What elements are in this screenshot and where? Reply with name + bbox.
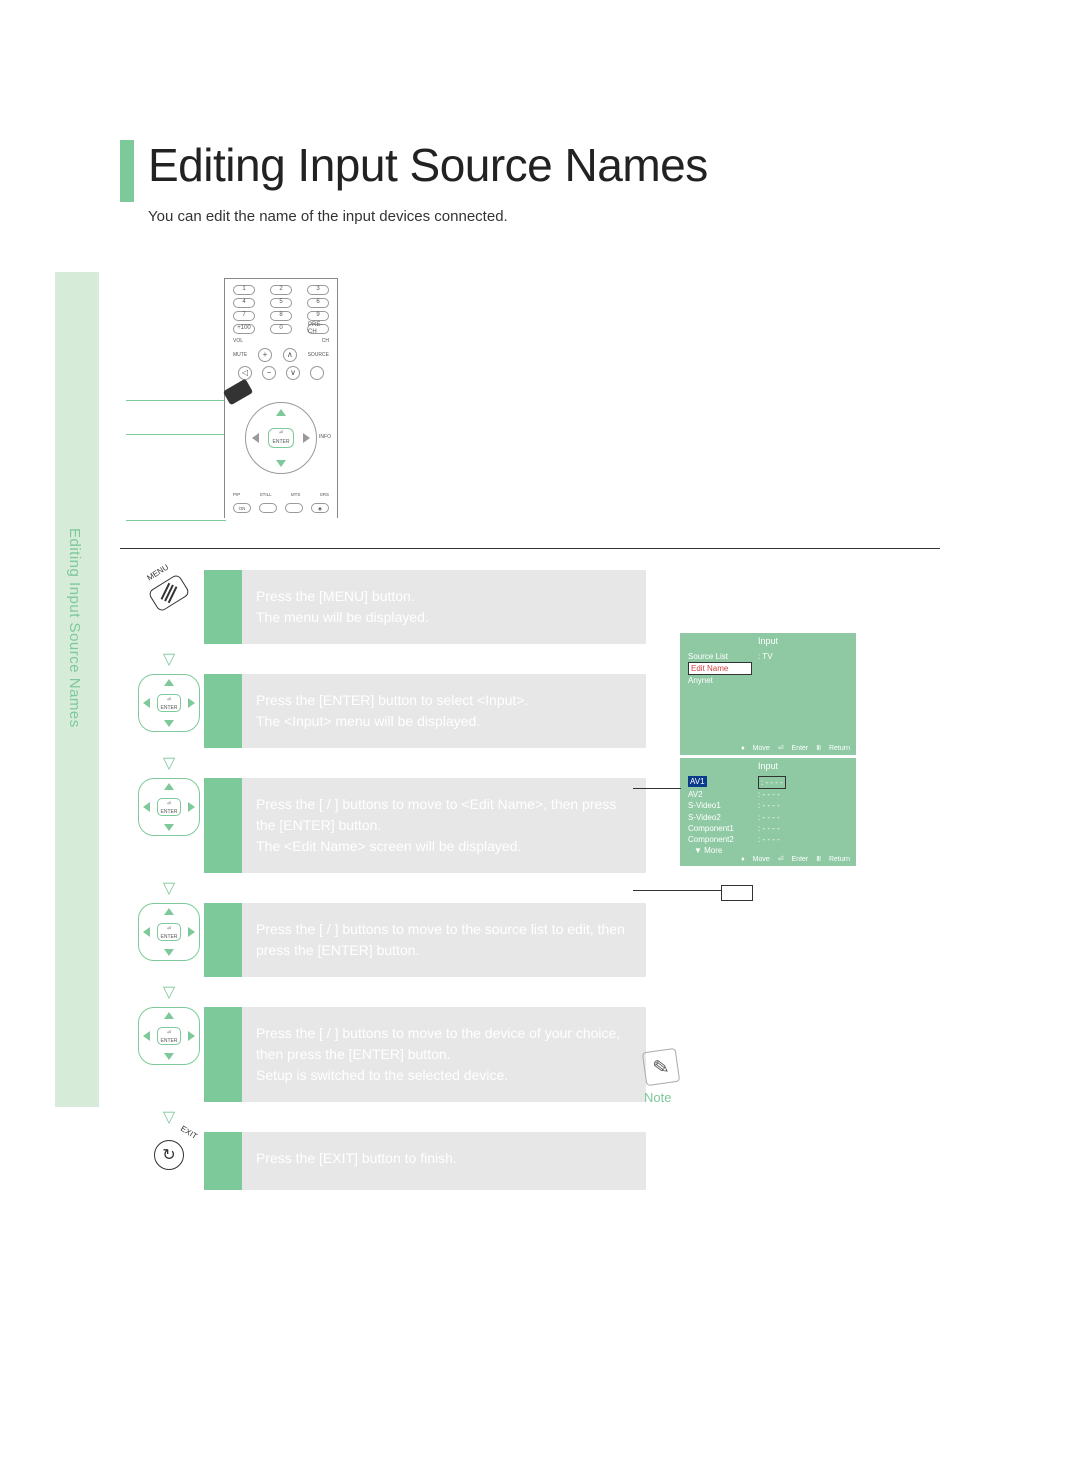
tiny-btn-2 [259,503,277,513]
step-6-line1: Press the [EXIT] button to finish. [256,1148,632,1169]
osd-input-menu: Input Source List: TV Edit Name Anynet ♦… [680,633,856,755]
exit-icon: EXIT ↻ [146,1132,192,1178]
step-1-line2: The menu will be displayed. [256,607,632,628]
step-1-line1: Press the [MENU] button. [256,586,632,607]
dpad-up-icon [276,409,286,416]
ch-label: CH [322,338,329,344]
ch-down-icon: ∨ [286,366,300,380]
step-5-line2: Setup is switched to the selected device… [256,1065,632,1086]
section-divider [120,548,940,549]
osd-edit-name-highlight: Edit Name [688,662,752,675]
osd-1-footer: ♦ Move ⏎ Enter Ⅲ Return [735,744,850,752]
still-label: STILL [260,492,272,497]
num-7: 7 [233,311,255,321]
on-btn: ON [233,503,251,513]
remote-lead-lines [126,400,224,520]
dpad-down-icon [276,460,286,467]
mts-label: MTS [291,492,301,497]
vol-label: VOL [233,338,243,344]
osd-2-title: Input [680,758,856,774]
chevron-down-icon: ▽ [134,756,204,772]
num-2: 2 [270,285,292,295]
num-9: 9 [307,311,329,321]
step-5-line1: Press the [ / ] buttons to move to the d… [256,1023,632,1065]
vol-up-icon: + [258,348,272,362]
tiny-btn-3 [285,503,303,513]
page-title: Editing Input Source Names [148,138,708,192]
menu-icon: MENU [146,570,192,616]
num-plus100: +100 [233,324,255,334]
step-4-line1: Press the [ / ] buttons to move to the s… [256,919,632,961]
enter-button-icon: ⏎ENTER [268,428,294,448]
num-prech: PRE-CH [307,324,329,334]
note-icon: ✎ [642,1048,680,1086]
osd-1-title: Input [680,633,856,649]
num-5: 5 [270,298,292,308]
step-2-line1: Press the [ENTER] button to select <Inpu… [256,690,632,711]
chevron-down-icon: ▽ [134,1110,204,1126]
connector-line-2 [633,890,753,891]
num-6: 6 [307,298,329,308]
step-4: ⏎ENTER Press the [ / ] buttons to move t… [134,903,944,977]
osd-edit-name-list: Input AV1: - - - - AV2: - - - - S-Video1… [680,758,856,866]
source-label: SOURCE [308,352,329,358]
title-accent-bar [120,140,134,202]
chevron-down-icon: ▽ [134,881,204,897]
note-label: Note [644,1090,854,1105]
dpad-icon: ⏎ENTER [138,903,200,961]
source-icon [310,366,324,380]
num-8: 8 [270,311,292,321]
dpad-icon: ⏎ENTER [138,1007,200,1065]
pip-label: PIP [233,492,240,497]
page-root: Editing Input Source Names You can edit … [0,0,1080,1482]
info-label: INFO [319,434,331,440]
remote-illustration: 123 456 789 +1000PRE-CH VOL CH MUTE + ∧ … [224,278,338,518]
tiny-btn-4: ◉ [311,503,329,513]
vertical-section-label: Editing Input Source Names [66,528,83,728]
step-6: EXIT ↻ Press the [EXIT] button to finish… [134,1132,944,1190]
dpad-left-icon [252,433,259,443]
menu-button-icon [223,379,254,406]
num-3: 3 [307,285,329,295]
chevron-down-icon: ▽ [134,985,204,1001]
step-3-line2: The <Edit Name> screen will be displayed… [256,836,632,857]
osd-av1-selected: AV1 [688,776,707,787]
osd-2-footer: ♦ Move ⏎ Enter Ⅲ Return [735,855,850,863]
num-1: 1 [233,285,255,295]
chevron-down-icon: ▽ [134,652,204,668]
step-3-line1: Press the [ / ] buttons to move to <Edit… [256,794,632,836]
step-2-line2: The <Input> menu will be displayed. [256,711,632,732]
srs-label: SRS [320,492,329,497]
dpad-right-icon [303,433,310,443]
connector-line-1 [633,788,681,789]
dpad-ring: ⏎ENTER [245,402,317,474]
mute-icon: ◁ [238,366,252,380]
dpad-icon: ⏎ENTER [138,674,200,732]
note-section: ✎ Note [644,1050,854,1105]
num-4: 4 [233,298,255,308]
ch-up-icon: ∧ [283,348,297,362]
page-subtitle: You can edit the name of the input devic… [148,208,508,225]
vol-down-icon: − [262,366,276,380]
num-0: 0 [270,324,292,334]
dpad-icon: ⏎ENTER [138,778,200,836]
mute-label: MUTE [233,352,247,358]
